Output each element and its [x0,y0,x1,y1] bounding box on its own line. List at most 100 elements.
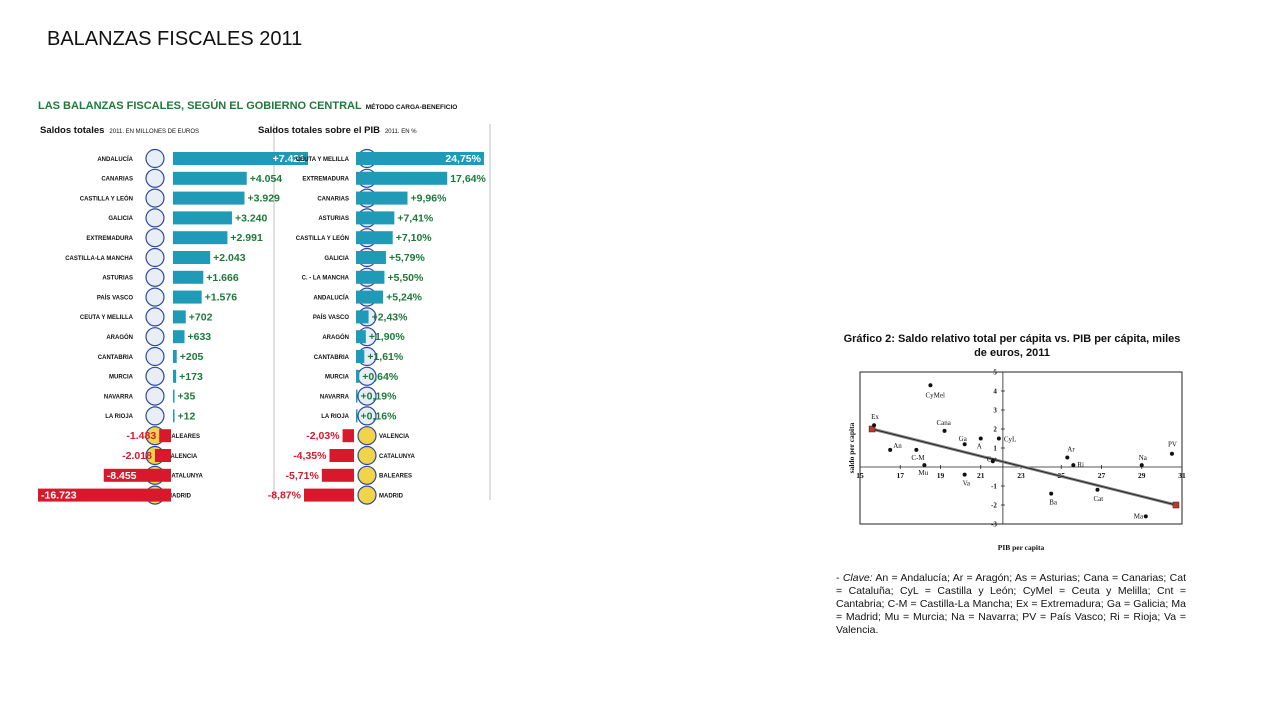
bar-category-label: ASTURIAS [102,276,133,282]
y-tick-label: 3 [993,407,997,415]
bar-value-label: -5,71% [286,470,320,482]
bar-value-label: +12 [178,410,196,422]
bar-category-label: EXTREMADURA [302,177,349,183]
scatter-point [1065,455,1070,460]
bar [356,389,358,403]
bar [173,191,245,205]
bar [173,330,185,344]
scatter-point [962,472,967,477]
y-tick-label: 1 [993,445,997,453]
scatter-point [962,442,967,447]
plot-frame [859,371,1183,525]
bar [356,171,448,185]
scatter-point [942,428,947,433]
region-flag-icon [357,406,377,426]
bar-value-label: -2.018 [122,450,152,462]
slide-title: BALANZAS FISCALES 2011 [47,28,303,50]
scatter-key: - Clave: An = Andalucía; Ar = Aragón; As… [836,572,1186,637]
bar [356,350,365,363]
scatter-point-label: Ba [1049,499,1058,507]
scatter-point [928,383,933,388]
scatter-point-label: Ex [871,413,879,421]
y-tick-label: -2 [991,502,997,510]
bar [173,409,175,423]
bar-value-label: +2,43% [372,311,409,323]
bar-category-label: C. - LA MANCHA [302,276,350,282]
bar-value-label: +5,50% [387,272,424,284]
bar [356,310,369,324]
y-axis-title: saldo per capita [847,422,856,473]
scatter-key-label: Clave: [842,572,873,584]
bar [173,369,177,383]
region-flag-icon [145,188,165,208]
bar-category-label: CATALUNYA [167,474,204,480]
y-tick-label: 2 [993,426,997,434]
bar-chart-subtitle: 2011. EN % [385,129,417,135]
bar-category-label: ARAGÓN [106,333,133,341]
bar [356,369,360,383]
bar-category-label: CASTILLA-LA MANCHA [65,256,133,262]
scatter-point-label: Ma [1134,512,1144,520]
scatter-point-label: Ar [1067,446,1075,454]
bar-value-label: +0,64% [362,371,399,383]
region-flag-icon [145,307,165,327]
scatter-point-label: CyL [1004,436,1016,444]
bar [356,251,386,264]
bar-value-label: +702 [189,311,213,323]
y-tick-label: 4 [993,388,997,396]
scatter-point [1143,514,1148,519]
fiscal-balance-infographic: LAS BALANZAS FISCALES, SEGÚN EL GOBIERNO… [38,100,508,510]
trendline-endpoint [1172,501,1180,509]
bar [356,231,393,245]
region-flag-icon [357,426,377,446]
bar [173,290,202,304]
bar-value-label: +205 [180,351,204,363]
bar-category-label: CEUTA Y MELILLA [296,157,350,163]
bar [321,468,354,482]
scatter-point [922,463,927,468]
bar-category-label: BALEARES [167,434,200,440]
scatter-point [1139,463,1144,468]
scatter-point-label: PV [1168,441,1177,449]
bar-value-label: 17,64% [450,173,486,185]
scatter-point [1049,491,1054,496]
bar [304,488,354,502]
bar-value-label: +3.240 [235,212,268,224]
infographic-header: LAS BALANZAS FISCALES, SEGÚN EL GOBIERNO… [38,100,457,112]
region-flag-icon [145,168,165,188]
bar-category-label: LA RIOJA [105,414,133,420]
bar-value-label: -4,35% [293,450,327,462]
region-flag-icon [145,228,165,248]
bar-category-label: VALENCIA [379,434,410,440]
bar-category-label: ANDALUCÍA [97,155,133,163]
x-tick-label: 31 [1178,471,1186,480]
scatter-point-label: Cana [937,419,952,427]
bar-value-label: +7,10% [396,232,433,244]
bar-category-label: CANARIAS [101,177,133,183]
bar-category-label: LA RIOJA [321,414,349,420]
scatter-point [888,447,893,452]
bar-category-label: GALICIA [324,256,349,262]
region-flag-icon [145,208,165,228]
region-flag-icon [145,406,165,426]
bar-category-label: MADRID [167,493,192,499]
bar-chart-title: Saldos totales 2011. EN MILLONES DE EUROS [40,125,199,136]
region-flag-icon [145,366,165,386]
bar-value-label: -2,03% [306,430,340,442]
x-tick-label: 17 [897,471,905,480]
bar-value-label: -8.455 [107,470,137,482]
bar-value-label: +5,79% [389,252,426,264]
scatter-point-label: Cat [1093,495,1103,503]
bar [173,231,228,245]
bar-value-label: -1.483 [126,430,156,442]
scatter-point [978,436,983,441]
scatter-point-label: C-M [911,454,925,462]
bar-category-label: CATALUNYA [379,454,416,460]
region-flag-icon [145,327,165,347]
bar-category-label: ASTURIAS [318,216,349,222]
bar [356,211,395,225]
bar [173,211,232,225]
bar-value-label: +1.576 [205,292,238,304]
infographic-title: LAS BALANZAS FISCALES, SEGÚN EL GOBIERNO… [38,100,362,112]
bar-category-label: NAVARRA [104,394,134,400]
